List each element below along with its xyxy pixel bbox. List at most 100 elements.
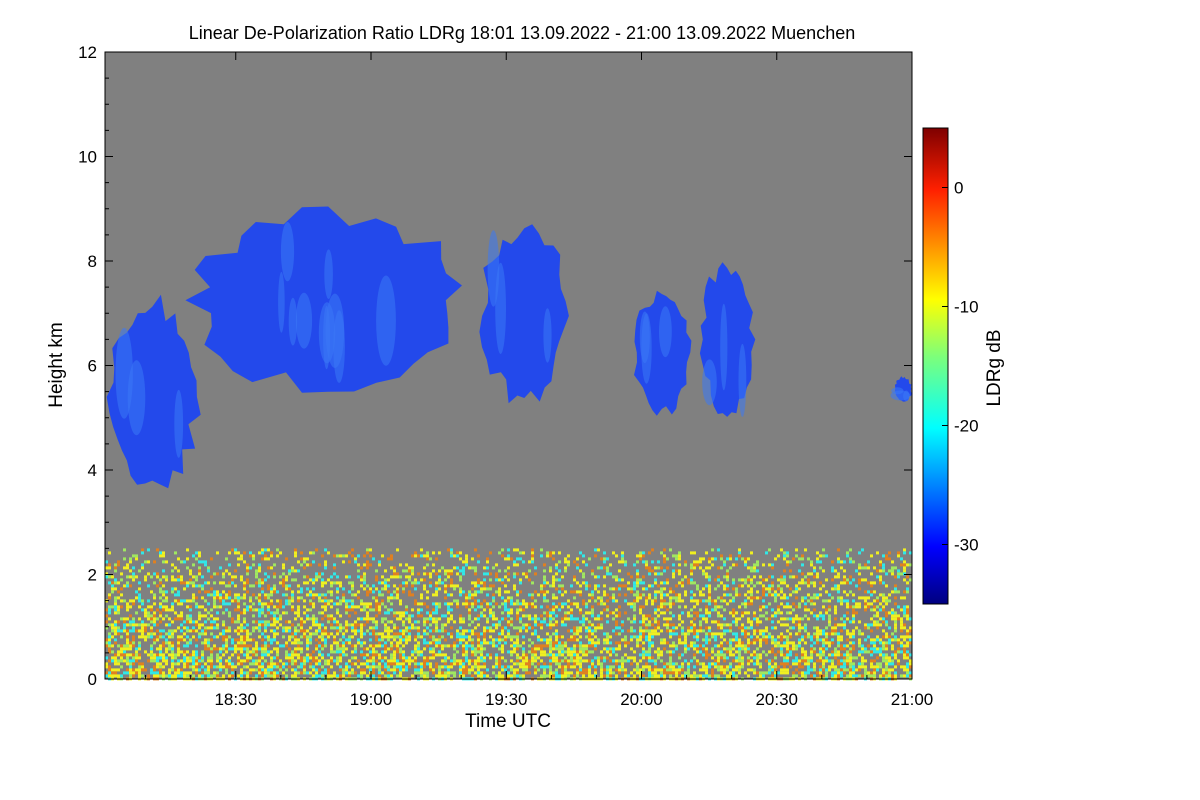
- aerosol-cell: [714, 605, 717, 609]
- aerosol-cell: [324, 581, 327, 585]
- aerosol-cell: [441, 623, 444, 627]
- aerosol-cell: [858, 668, 861, 672]
- aerosol-cell: [366, 620, 369, 624]
- aerosol-cell: [267, 605, 270, 609]
- aerosol-cell: [237, 647, 240, 651]
- aerosol-cell: [579, 635, 582, 639]
- aerosol-cell: [159, 581, 162, 585]
- aerosol-cell: [636, 665, 639, 669]
- aerosol-cell: [636, 635, 639, 639]
- aerosol-cell: [552, 605, 555, 609]
- aerosol-cell: [252, 629, 255, 633]
- aerosol-cell: [162, 659, 165, 663]
- aerosol-cell: [171, 662, 174, 666]
- aerosol-cell: [906, 662, 909, 666]
- aerosol-cell: [156, 608, 159, 612]
- aerosol-cell: [849, 581, 852, 585]
- aerosol-cell: [528, 569, 531, 573]
- aerosol-cell: [726, 602, 729, 606]
- aerosol-cell: [384, 668, 387, 672]
- aerosol-cell: [162, 617, 165, 621]
- aerosol-cell: [327, 599, 330, 603]
- aerosol-cell: [159, 590, 162, 594]
- aerosol-cell: [168, 608, 171, 612]
- aerosol-cell: [759, 644, 762, 648]
- aerosol-cell: [621, 557, 624, 561]
- aerosol-cell: [537, 593, 540, 597]
- aerosol-cell: [264, 653, 267, 657]
- aerosol-cell: [165, 575, 168, 579]
- aerosol-cell: [753, 656, 756, 660]
- aerosol-cell: [579, 656, 582, 660]
- aerosol-cell: [459, 614, 462, 618]
- aerosol-cell: [615, 668, 618, 672]
- aerosol-cell: [159, 662, 162, 666]
- aerosol-cell: [255, 575, 258, 579]
- aerosol-cell: [252, 662, 255, 666]
- aerosol-cell: [672, 623, 675, 627]
- aerosol-cell: [789, 650, 792, 654]
- aerosol-cell: [231, 599, 234, 603]
- aerosol-cell: [330, 575, 333, 579]
- aerosol-cell: [504, 608, 507, 612]
- aerosol-cell: [453, 644, 456, 648]
- aerosol-cell: [477, 617, 480, 621]
- aerosol-cell: [378, 668, 381, 672]
- aerosol-cell: [468, 629, 471, 633]
- aerosol-cell: [804, 641, 807, 645]
- aerosol-cell: [132, 662, 135, 666]
- aerosol-cell: [498, 551, 501, 555]
- aerosol-cell: [369, 587, 372, 591]
- aerosol-cell: [243, 644, 246, 648]
- aerosol-cell: [228, 614, 231, 618]
- aerosol-cell: [798, 620, 801, 624]
- aerosol-cell: [465, 563, 468, 567]
- aerosol-cell: [753, 671, 756, 675]
- aerosol-cell: [582, 659, 585, 663]
- aerosol-cell: [606, 635, 609, 639]
- aerosol-cell: [399, 584, 402, 588]
- aerosol-cell: [336, 611, 339, 615]
- aerosol-cell: [369, 656, 372, 660]
- aerosol-cell: [618, 569, 621, 573]
- aerosol-cell: [771, 563, 774, 567]
- aerosol-cell: [750, 593, 753, 597]
- aerosol-cell: [633, 629, 636, 633]
- aerosol-cell: [591, 572, 594, 576]
- aerosol-cell: [111, 671, 114, 675]
- aerosol-cell: [486, 566, 489, 570]
- aerosol-cell: [681, 629, 684, 633]
- aerosol-cell: [702, 557, 705, 561]
- aerosol-cell: [168, 653, 171, 657]
- aerosol-cell: [339, 623, 342, 627]
- aerosol-cell: [561, 602, 564, 606]
- aerosol-cell: [273, 605, 276, 609]
- aerosol-cell: [384, 626, 387, 630]
- aerosol-cell: [735, 593, 738, 597]
- aerosol-cell: [756, 635, 759, 639]
- aerosol-cell: [390, 602, 393, 606]
- aerosol-cell: [435, 665, 438, 669]
- aerosol-cell: [459, 665, 462, 669]
- aerosol-cell: [189, 605, 192, 609]
- aerosol-cell: [879, 650, 882, 654]
- aerosol-cell: [312, 650, 315, 654]
- aerosol-cell: [888, 656, 891, 660]
- aerosol-cell: [879, 578, 882, 582]
- aerosol-cell: [132, 620, 135, 624]
- aerosol-cell: [531, 596, 534, 600]
- aerosol-cell: [891, 638, 894, 642]
- aerosol-cell: [849, 632, 852, 636]
- aerosol-cell: [462, 671, 465, 675]
- aerosol-cell: [330, 584, 333, 588]
- aerosol-cell: [699, 623, 702, 627]
- aerosol-cell: [324, 602, 327, 606]
- aerosol-cell: [756, 653, 759, 657]
- aerosol-cell: [267, 668, 270, 672]
- aerosol-cell: [732, 581, 735, 585]
- aerosol-cell: [537, 617, 540, 621]
- aerosol-cell: [621, 629, 624, 633]
- aerosol-cell: [432, 650, 435, 654]
- aerosol-cell: [564, 659, 567, 663]
- aerosol-cell: [828, 605, 831, 609]
